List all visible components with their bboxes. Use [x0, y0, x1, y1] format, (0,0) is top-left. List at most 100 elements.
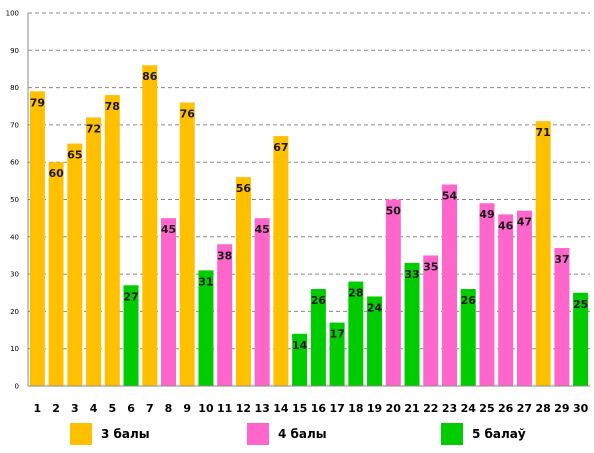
x-tick-label: 14: [273, 402, 289, 415]
data-label: 26: [311, 294, 327, 307]
legend-item-4: 4 балы: [247, 423, 327, 445]
bar: [142, 65, 158, 386]
data-label: 67: [273, 141, 288, 154]
x-tick-label: 4: [90, 402, 98, 415]
data-label: 35: [423, 260, 438, 273]
legend-label-4: 4 балы: [278, 427, 327, 441]
bar: [348, 281, 364, 386]
data-label: 76: [180, 108, 196, 121]
x-tick-label: 28: [536, 402, 551, 415]
data-label: 49: [479, 208, 494, 221]
x-tick-label: 3: [71, 402, 79, 415]
data-label: 38: [217, 249, 232, 262]
bar: [516, 210, 532, 386]
x-tick-label: 21: [404, 402, 419, 415]
data-label: 79: [30, 96, 45, 109]
x-tick-label: 23: [442, 402, 457, 415]
x-tick-label: 22: [423, 402, 438, 415]
legend-item-5: 5 балаў: [441, 423, 526, 445]
bar: [254, 218, 270, 386]
x-tick-label: 1: [34, 402, 42, 415]
y-tick-label: 100: [6, 10, 19, 18]
x-tick-label: 16: [311, 402, 327, 415]
bar: [535, 121, 551, 387]
y-tick-label: 90: [10, 47, 19, 55]
data-label: 26: [461, 294, 477, 307]
bar: [573, 292, 589, 386]
legend-swatch-4: [247, 423, 269, 445]
data-label: 14: [292, 339, 308, 352]
bar: [554, 247, 570, 386]
data-label: 71: [536, 126, 551, 139]
gridlines: [28, 12, 590, 350]
x-tick-label: 2: [52, 402, 60, 415]
data-label: 78: [105, 100, 120, 113]
legend-label-3: 3 балы: [101, 427, 150, 441]
data-label: 45: [255, 223, 270, 236]
bar: [48, 162, 64, 386]
data-label: 50: [386, 205, 402, 218]
data-label: 86: [142, 70, 158, 83]
y-tick-label: 50: [10, 196, 19, 204]
bar: [292, 333, 308, 386]
x-tick-label: 9: [183, 402, 191, 415]
x-tick-label: 10: [198, 402, 214, 415]
x-axis: 1 2 3 4 5 6 7 8 9 10 11 12 13 14 15 16 17 18 19 20 21 22 23 24 2…: [28, 385, 590, 415]
x-tick-label: 26: [498, 402, 514, 415]
bar: [460, 289, 476, 386]
data-label: 72: [86, 122, 101, 135]
data-label: 24: [367, 301, 383, 314]
y-tick-label: 40: [10, 233, 19, 241]
x-tick-label: 15: [292, 402, 307, 415]
legend-item-3: 3 балы: [70, 423, 150, 445]
x-tick-label: 24: [461, 402, 477, 415]
bar: [179, 102, 195, 387]
bar: [67, 143, 83, 386]
data-label: 65: [67, 149, 82, 162]
data-label: 17: [329, 328, 344, 341]
y-tick-label: 60: [10, 159, 19, 167]
bar: [498, 214, 514, 386]
x-tick-label: 11: [217, 402, 232, 415]
bar: [442, 184, 457, 386]
data-label: 45: [161, 223, 176, 236]
x-tick-label: 13: [255, 402, 270, 415]
x-tick-label: 5: [108, 402, 116, 415]
legend-label-5: 5 балаў: [472, 427, 526, 441]
data-label: 47: [517, 216, 532, 229]
y-axis: 0 10 20 30 40 50 60 70 80 90 100: [6, 10, 29, 391]
x-tick-label: 17: [329, 402, 344, 415]
data-label: 60: [48, 167, 64, 180]
bar: [104, 95, 120, 386]
x-tick-label: 27: [517, 402, 532, 415]
bar: [161, 218, 176, 386]
bar: [198, 270, 214, 386]
bars: [29, 65, 589, 387]
y-tick-label: 80: [10, 84, 19, 92]
data-label: 25: [573, 298, 588, 311]
x-tick-label: 12: [236, 402, 251, 415]
bar: [217, 244, 233, 386]
data-label: 54: [442, 190, 458, 203]
x-tick-label: 8: [165, 402, 173, 415]
bar: [367, 296, 383, 386]
x-tick-label: 29: [554, 402, 569, 415]
x-tick-label: 6: [127, 402, 135, 415]
legend-swatch-5: [441, 423, 463, 445]
y-tick-label: 30: [10, 271, 19, 279]
x-tick-label: 19: [367, 402, 382, 415]
data-label: 27: [123, 290, 138, 303]
data-label: 46: [498, 219, 514, 232]
x-tick-label: 30: [573, 402, 589, 415]
bar: [385, 199, 401, 386]
data-label: 37: [554, 253, 569, 266]
bar: [310, 289, 326, 386]
y-tick-label: 20: [10, 308, 19, 316]
x-tick-label: 25: [479, 402, 494, 415]
data-label: 28: [348, 287, 363, 300]
data-label: 31: [198, 275, 213, 288]
legend-swatch-3: [70, 423, 92, 445]
bar: [29, 91, 45, 386]
bar: [123, 285, 139, 386]
